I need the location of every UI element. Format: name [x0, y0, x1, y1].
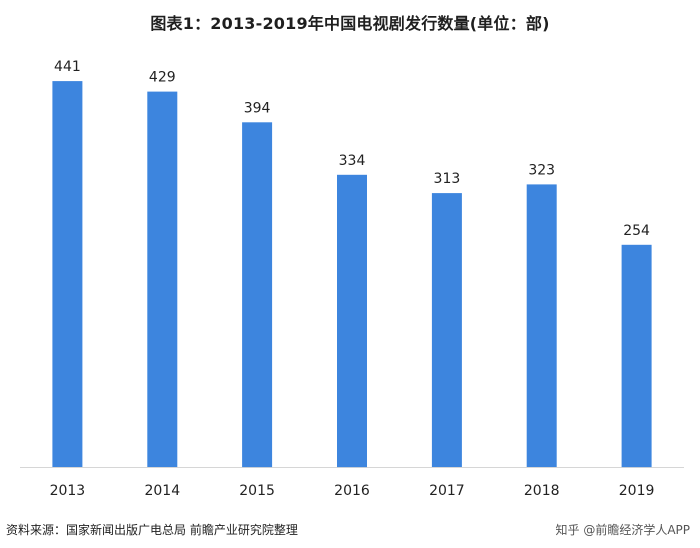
x-tick-label-2015: 2015 [239, 483, 275, 499]
x-tick-label-2019: 2019 [619, 483, 655, 499]
x-tick-label-2016: 2016 [334, 483, 370, 499]
x-tick-label-2014: 2014 [144, 483, 180, 499]
data-label-2014: 429 [149, 70, 176, 86]
bar-2013 [52, 81, 83, 467]
data-label-2017: 313 [434, 171, 461, 187]
data-label-2015: 394 [244, 100, 271, 116]
bar-2015 [242, 122, 273, 468]
x-tick-label-2018: 2018 [524, 483, 560, 499]
data-label-2013: 441 [54, 59, 81, 75]
bar-2014 [147, 91, 178, 467]
x-tick-label-2013: 2013 [50, 483, 86, 499]
bar-2016 [337, 174, 367, 468]
bar-2019 [621, 244, 652, 468]
data-label-2019: 254 [623, 223, 650, 239]
data-label-2016: 334 [339, 153, 366, 169]
x-tick-label-2017: 2017 [429, 483, 465, 499]
source-note: 资料来源：国家新闻出版广电总局 前瞻产业研究院整理 [6, 523, 298, 537]
watermark-text: 知乎 @前瞻经济学人APP [555, 523, 691, 537]
chart-title: 图表1：2013-2019年中国电视剧发行数量(单位：部) [150, 14, 550, 33]
bar-2017 [431, 193, 462, 467]
bar-2018 [526, 184, 557, 467]
data-label-2018: 323 [528, 162, 555, 178]
